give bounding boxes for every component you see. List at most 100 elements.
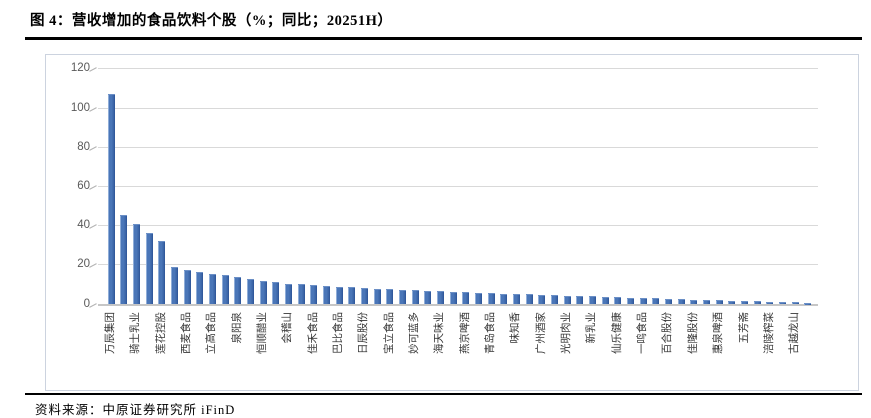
bar (360, 288, 368, 305)
x-axis-label: 一鸣食品 (637, 311, 649, 354)
x-axis-label: 百合股份 (662, 311, 674, 354)
x-axis-label: 广州酒家 (535, 311, 547, 354)
x-axis-label: 燕京啤酒 (459, 311, 471, 354)
x-axis-label: 恒顺醋业 (257, 311, 269, 354)
bar (170, 267, 178, 305)
gridline (98, 225, 818, 227)
gridline (98, 264, 818, 266)
bar (284, 283, 292, 305)
x-axis-label: 佳禾食品 (307, 311, 319, 354)
bar (576, 296, 584, 305)
x-axis-label: 光明肉业 (561, 311, 573, 354)
bar (512, 294, 520, 305)
bar (183, 269, 191, 305)
gridline (98, 185, 818, 187)
bar (234, 277, 242, 305)
bar (196, 271, 204, 305)
gridline (98, 146, 818, 148)
bar (614, 297, 622, 305)
bar (550, 295, 558, 305)
gridline (98, 107, 818, 109)
x-axis-label: 万辰集团 (105, 311, 116, 354)
x-axis-label: 泉阳泉 (231, 311, 243, 344)
x-axis-label: 青岛食品 (485, 311, 497, 354)
x-axis-label: 宝立食品 (383, 311, 395, 354)
y-axis-tick (89, 263, 97, 269)
bar-chart-area: 0 20 40 60 80 100 120 万辰集团 骑士乳业 莲花控股 西麦食品 立高食品 泉阳泉 恒顺… (45, 54, 859, 391)
bar (208, 273, 216, 305)
bar (272, 281, 280, 305)
bar (398, 289, 406, 305)
bar (715, 300, 723, 305)
bar (246, 279, 254, 305)
bar (791, 302, 799, 305)
bar (132, 223, 140, 305)
x-axis-label: 新乳业 (586, 311, 598, 344)
bar (120, 215, 128, 305)
bar (411, 290, 419, 305)
x-axis-label: 日辰股份 (358, 311, 370, 354)
x-axis-label: 涪陵榨菜 (763, 311, 775, 354)
x-axis-label: 佳隆股份 (687, 311, 699, 354)
gridline (98, 68, 818, 70)
bar (563, 295, 571, 305)
bar (335, 286, 343, 305)
bar (779, 301, 786, 305)
bar (310, 285, 318, 305)
bar (474, 293, 482, 305)
bar (424, 291, 432, 305)
bar (753, 301, 761, 305)
bar (487, 293, 495, 305)
bar (588, 296, 596, 305)
bar (373, 288, 381, 305)
bar (766, 301, 774, 305)
y-axis-tick (89, 106, 97, 112)
bar (652, 298, 660, 305)
source-note: 资料来源：中原证券研究所 iFinD (35, 403, 236, 417)
y-axis-tick (89, 302, 97, 308)
figure-title: 图 4：营收增加的食品饮料个股（%；同比；20251H） (30, 13, 393, 29)
bar (702, 299, 710, 305)
bar (626, 297, 634, 305)
bar (728, 300, 736, 305)
x-axis-label: 味知香 (510, 311, 522, 344)
y-axis-tick (89, 224, 97, 229)
x-axis-label: 妙可蓝多 (409, 311, 421, 354)
bar (500, 293, 508, 305)
y-axis-tick (89, 145, 97, 151)
bar (741, 300, 748, 305)
y-axis-label: 40 (77, 219, 90, 232)
x-axis-label: 五芳斋 (738, 311, 750, 344)
x-axis-label: 惠泉啤酒 (713, 311, 725, 354)
bar (601, 296, 609, 305)
x-axis-label: 莲花控股 (155, 311, 167, 354)
bar (322, 286, 330, 305)
bar (690, 299, 698, 305)
bar (386, 289, 394, 305)
y-axis-label: 20 (77, 258, 90, 271)
bar (639, 298, 647, 305)
gridline (98, 303, 818, 306)
x-axis-label: 海天味业 (434, 311, 446, 354)
y-axis-label: 60 (77, 179, 90, 192)
bottom-rule (25, 393, 862, 395)
bar (221, 274, 229, 305)
y-axis-tick (89, 67, 97, 73)
bar (348, 287, 356, 305)
bar (297, 284, 305, 305)
y-axis-label: 100 (70, 101, 90, 114)
x-axis-label: 骑士乳业 (130, 311, 142, 354)
bar (677, 299, 685, 305)
bar (525, 294, 533, 305)
y-axis-label: 80 (77, 140, 90, 153)
bar (259, 280, 267, 305)
bar (538, 294, 546, 305)
bar (436, 291, 444, 305)
bar (107, 94, 115, 305)
x-axis-label: 古越龙山 (789, 311, 801, 354)
bar (804, 302, 812, 305)
x-axis-label: 仙乐健康 (611, 311, 623, 354)
x-axis-label: 会稽山 (282, 311, 294, 344)
bar (158, 240, 166, 305)
bar (145, 233, 153, 305)
